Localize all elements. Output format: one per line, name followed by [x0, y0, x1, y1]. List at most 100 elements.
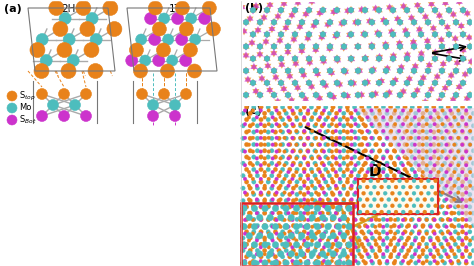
- Polygon shape: [324, 20, 331, 27]
- Circle shape: [273, 142, 278, 147]
- Circle shape: [251, 122, 255, 126]
- Polygon shape: [327, 20, 334, 26]
- Circle shape: [421, 252, 425, 256]
- Circle shape: [439, 105, 443, 109]
- Circle shape: [362, 232, 365, 235]
- Circle shape: [435, 186, 439, 190]
- Polygon shape: [278, 233, 283, 237]
- Circle shape: [299, 218, 302, 222]
- Circle shape: [349, 223, 353, 228]
- Circle shape: [338, 155, 342, 159]
- Polygon shape: [428, 85, 435, 91]
- Circle shape: [350, 115, 354, 119]
- Polygon shape: [305, 242, 310, 246]
- Polygon shape: [438, 20, 446, 26]
- Circle shape: [453, 157, 456, 160]
- Circle shape: [437, 115, 440, 119]
- Polygon shape: [330, 10, 337, 16]
- Circle shape: [314, 205, 318, 208]
- Circle shape: [393, 109, 397, 112]
- Circle shape: [288, 192, 292, 197]
- Polygon shape: [252, 207, 257, 211]
- Circle shape: [448, 150, 452, 153]
- Circle shape: [365, 225, 369, 228]
- Polygon shape: [446, 79, 453, 85]
- Circle shape: [385, 186, 389, 190]
- Circle shape: [399, 198, 403, 203]
- Circle shape: [453, 230, 457, 234]
- Circle shape: [362, 7, 368, 13]
- Circle shape: [259, 177, 263, 181]
- Circle shape: [467, 205, 472, 209]
- Circle shape: [413, 184, 417, 188]
- Circle shape: [457, 161, 461, 165]
- Circle shape: [424, 192, 429, 197]
- Polygon shape: [305, 225, 310, 229]
- Polygon shape: [331, 251, 336, 255]
- Polygon shape: [308, 83, 315, 89]
- Circle shape: [266, 130, 270, 134]
- Circle shape: [243, 19, 249, 25]
- Circle shape: [397, 115, 401, 119]
- Circle shape: [428, 111, 432, 115]
- Circle shape: [396, 130, 400, 134]
- Circle shape: [176, 34, 188, 45]
- Circle shape: [421, 111, 425, 115]
- Circle shape: [266, 105, 270, 109]
- Circle shape: [255, 149, 260, 153]
- Circle shape: [345, 155, 350, 159]
- Circle shape: [302, 130, 306, 134]
- Circle shape: [453, 225, 456, 228]
- Circle shape: [345, 105, 350, 109]
- Circle shape: [250, 56, 256, 61]
- Circle shape: [294, 184, 298, 188]
- Polygon shape: [352, 20, 359, 26]
- Circle shape: [322, 191, 326, 194]
- Polygon shape: [272, 75, 279, 81]
- Polygon shape: [250, 63, 257, 69]
- Circle shape: [267, 191, 271, 194]
- Circle shape: [271, 239, 274, 242]
- Circle shape: [352, 117, 357, 122]
- Polygon shape: [468, 60, 474, 66]
- Circle shape: [322, 163, 326, 167]
- Circle shape: [349, 211, 353, 215]
- Polygon shape: [298, 18, 306, 24]
- Circle shape: [255, 170, 259, 174]
- Polygon shape: [292, 55, 299, 61]
- Polygon shape: [256, 0, 264, 2]
- Polygon shape: [270, 69, 278, 75]
- Circle shape: [259, 155, 263, 159]
- Polygon shape: [242, 224, 246, 228]
- Circle shape: [324, 155, 328, 159]
- Circle shape: [446, 192, 450, 197]
- Circle shape: [310, 239, 314, 242]
- Circle shape: [271, 157, 274, 160]
- Polygon shape: [253, 4, 260, 10]
- Circle shape: [365, 184, 369, 188]
- Circle shape: [149, 34, 161, 45]
- Polygon shape: [242, 69, 250, 75]
- Polygon shape: [310, 233, 315, 237]
- Polygon shape: [256, 52, 264, 58]
- Polygon shape: [346, 225, 351, 229]
- Circle shape: [433, 150, 437, 153]
- Circle shape: [248, 211, 252, 215]
- Polygon shape: [292, 61, 299, 68]
- Circle shape: [330, 232, 334, 235]
- Circle shape: [291, 198, 296, 203]
- Circle shape: [255, 173, 260, 178]
- Circle shape: [370, 161, 375, 165]
- Circle shape: [352, 130, 357, 134]
- Circle shape: [354, 163, 357, 167]
- Circle shape: [417, 218, 420, 222]
- Polygon shape: [249, 79, 256, 85]
- Polygon shape: [264, 56, 271, 63]
- Circle shape: [437, 143, 440, 147]
- Circle shape: [405, 252, 409, 256]
- Polygon shape: [396, 18, 404, 24]
- Circle shape: [396, 180, 400, 184]
- Circle shape: [350, 143, 354, 147]
- Polygon shape: [452, 44, 460, 51]
- Circle shape: [446, 217, 450, 222]
